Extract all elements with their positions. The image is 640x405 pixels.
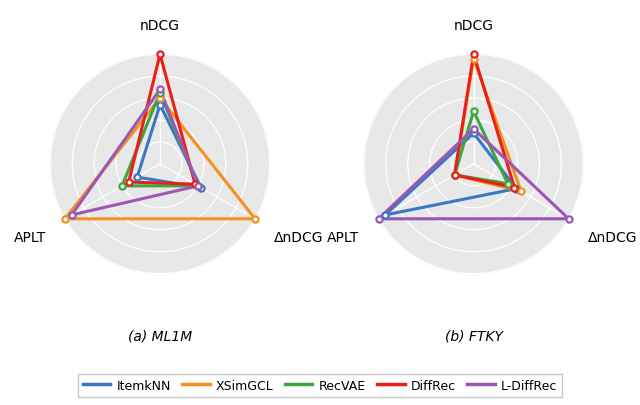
- Point: [374, 216, 384, 222]
- Point: [502, 181, 513, 188]
- Point: [60, 216, 70, 222]
- Text: (a) ML1M: (a) ML1M: [128, 329, 192, 343]
- Text: nDCG: nDCG: [454, 19, 493, 33]
- Point: [449, 172, 460, 179]
- Point: [155, 90, 165, 97]
- Polygon shape: [51, 55, 269, 274]
- Point: [511, 186, 522, 192]
- Point: [449, 172, 460, 179]
- Point: [155, 52, 165, 58]
- Legend: ItemkNN, XSimGCL, RecVAE, DiffRec, L-DiffRec: ItemkNN, XSimGCL, RecVAE, DiffRec, L-Dif…: [77, 374, 563, 397]
- Point: [509, 185, 520, 191]
- Text: ΔnDCG: ΔnDCG: [588, 230, 637, 244]
- Point: [468, 56, 479, 63]
- Point: [468, 126, 479, 133]
- Point: [132, 175, 142, 181]
- Point: [155, 87, 165, 93]
- Point: [193, 183, 203, 190]
- Text: APLT: APLT: [327, 230, 360, 244]
- Point: [196, 185, 206, 191]
- Point: [155, 102, 165, 109]
- Point: [193, 183, 203, 190]
- Text: (b) FTKY: (b) FTKY: [445, 329, 502, 343]
- Text: nDCG: nDCG: [140, 19, 180, 33]
- Point: [67, 212, 77, 219]
- Point: [380, 212, 390, 219]
- Polygon shape: [364, 55, 583, 274]
- Point: [155, 96, 165, 102]
- Point: [449, 172, 460, 179]
- Point: [250, 216, 260, 222]
- Point: [516, 189, 526, 195]
- Point: [117, 183, 127, 190]
- Point: [468, 131, 479, 137]
- Point: [468, 52, 479, 58]
- Point: [124, 179, 134, 186]
- Text: ΔnDCG: ΔnDCG: [274, 230, 323, 244]
- Point: [468, 109, 479, 115]
- Text: APLT: APLT: [13, 230, 46, 244]
- Point: [563, 216, 573, 222]
- Point: [190, 181, 200, 188]
